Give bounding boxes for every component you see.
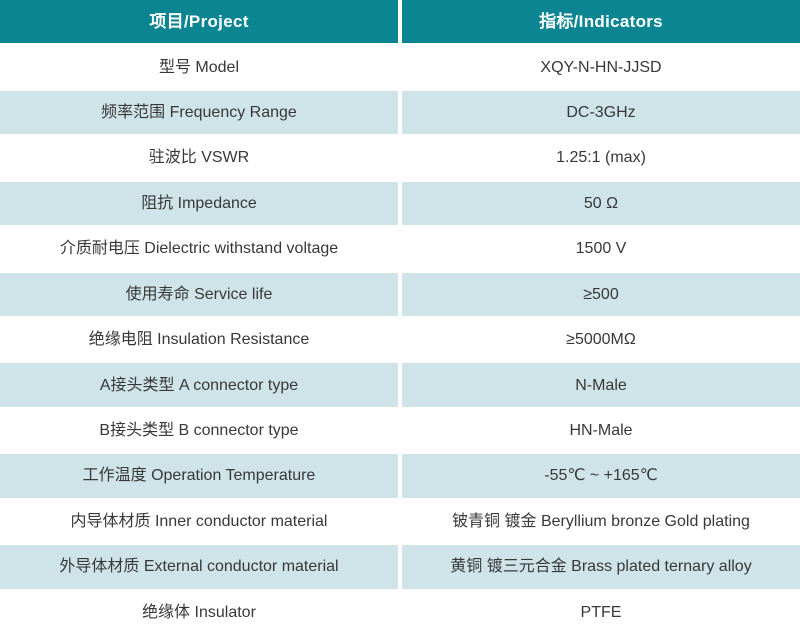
project-cell: 外导体材质 External conductor material — [0, 545, 398, 589]
indicator-cell: N-Male — [402, 363, 800, 407]
project-cell: 使用寿命 Service life — [0, 272, 398, 316]
project-cell: 绝缘体 Insulator — [0, 590, 398, 634]
indicator-cell: XQY-N-HN-JJSD — [402, 45, 800, 89]
indicator-cell: ≥500 — [402, 272, 800, 316]
indicator-cell: 1500 V — [402, 227, 800, 271]
project-cell: 内导体材质 Inner conductor material — [0, 499, 398, 544]
project-cell: 工作温度 Operation Temperature — [0, 454, 398, 498]
project-cell: 驻波比 VSWR — [0, 136, 398, 180]
indicator-cell: 黄铜 镀三元合金 Brass plated ternary alloy — [402, 545, 800, 589]
project-cell: A接头类型 A connector type — [0, 363, 398, 407]
indicator-cell: DC-3GHz — [402, 90, 800, 135]
indicator-cell: 1.25:1 (max) — [402, 136, 800, 180]
project-cell: 型号 Model — [0, 45, 398, 89]
indicator-cell: ≥5000MΩ — [402, 317, 800, 362]
project-cell: 绝缘电阻 Insulation Resistance — [0, 317, 398, 362]
project-cell: 介质耐电压 Dielectric withstand voltage — [0, 227, 398, 271]
indicator-cell: 50 Ω — [402, 181, 800, 226]
column-header-project: 项目/Project — [0, 0, 398, 44]
project-cell: 频率范围 Frequency Range — [0, 90, 398, 135]
project-cell: 阻抗 Impedance — [0, 181, 398, 226]
indicator-cell: PTFE — [402, 590, 800, 634]
project-cell: B接头类型 B connector type — [0, 408, 398, 453]
indicator-cell: HN-Male — [402, 408, 800, 453]
column-header-indicators: 指标/Indicators — [402, 0, 800, 44]
indicator-cell: 铍青铜 镀金 Beryllium bronze Gold plating — [402, 499, 800, 544]
indicator-cell: -55℃ ~ +165℃ — [402, 454, 800, 498]
